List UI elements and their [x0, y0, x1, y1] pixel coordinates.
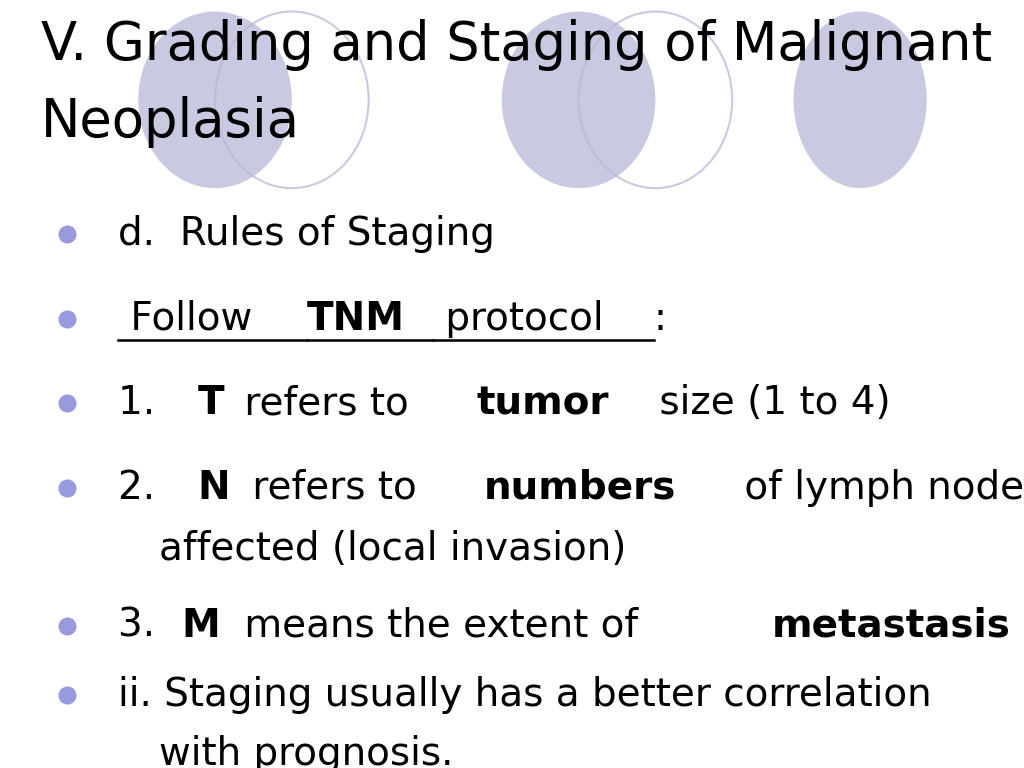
Text: metastasis: metastasis	[772, 607, 1011, 645]
Text: V. Grading and Staging of Malignant: V. Grading and Staging of Malignant	[41, 19, 992, 71]
Text: T: T	[198, 384, 224, 422]
Text: numbers: numbers	[483, 468, 676, 507]
Text: d.  Rules of Staging: d. Rules of Staging	[118, 215, 495, 253]
Text: 2.: 2.	[118, 468, 179, 507]
Ellipse shape	[794, 12, 927, 188]
Text: affected (local invasion): affected (local invasion)	[159, 530, 626, 568]
Text: refers to: refers to	[240, 468, 429, 507]
Ellipse shape	[138, 12, 292, 188]
Ellipse shape	[502, 12, 655, 188]
Text: with prognosis.: with prognosis.	[159, 735, 454, 768]
Text: TNM: TNM	[307, 300, 404, 338]
Text: protocol: protocol	[433, 300, 604, 338]
Text: tumor: tumor	[476, 384, 608, 422]
Text: of lymph nodes: of lymph nodes	[732, 468, 1024, 507]
Text: Neoplasia: Neoplasia	[41, 96, 300, 148]
Text: M: M	[181, 607, 220, 645]
Text: 1.: 1.	[118, 384, 180, 422]
Text: :: :	[653, 300, 667, 338]
Text: ii. Staging usually has a better correlation: ii. Staging usually has a better correla…	[118, 676, 932, 714]
Text: N: N	[198, 468, 230, 507]
Text: 3.: 3.	[118, 607, 167, 645]
Text: means the extent of: means the extent of	[231, 607, 650, 645]
Text: refers to: refers to	[232, 384, 421, 422]
Text: size (1 to 4): size (1 to 4)	[647, 384, 891, 422]
Text: Follow: Follow	[118, 300, 264, 338]
